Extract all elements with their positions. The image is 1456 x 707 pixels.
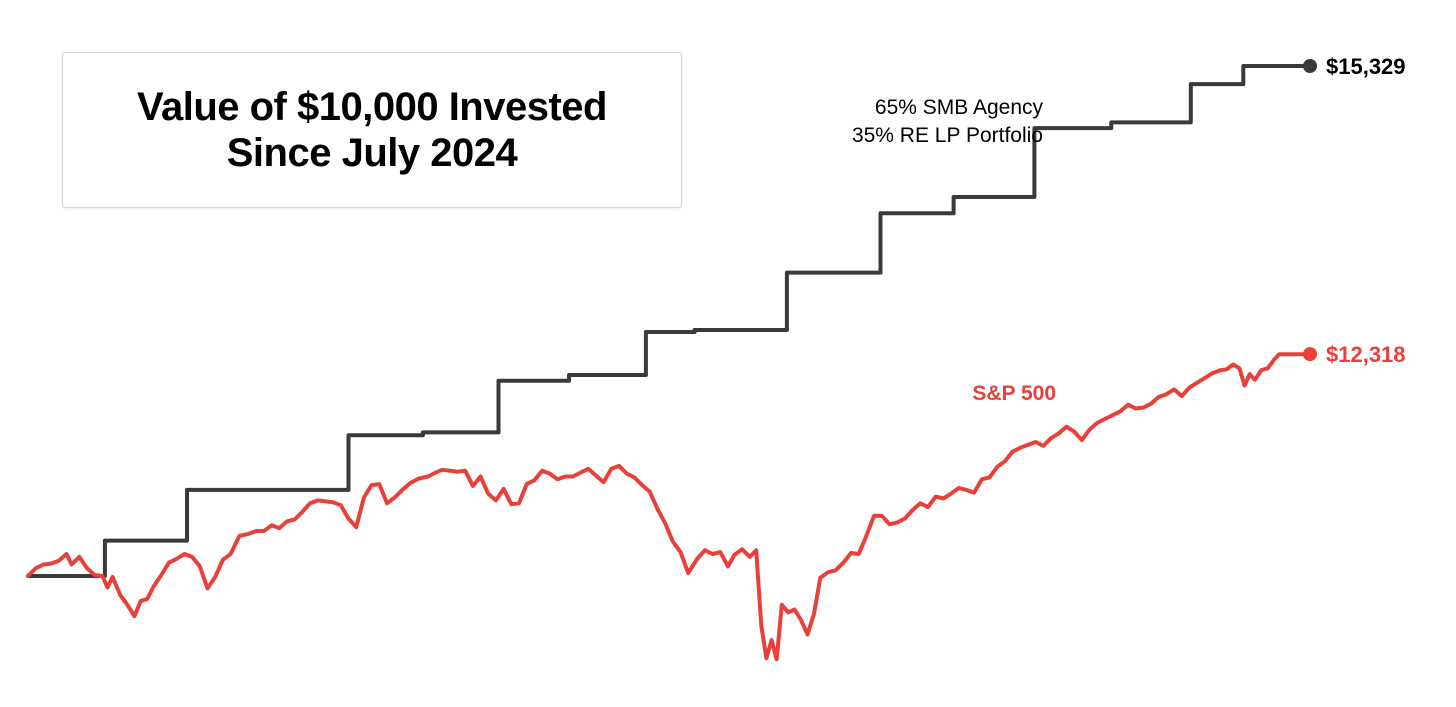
chart-title-box: Value of $10,000 Invested Since July 202… [62, 52, 682, 208]
series-line-1 [26, 352, 1312, 662]
series-end-point-0 [1303, 59, 1317, 73]
series-end-label-1: $12,318 [1326, 342, 1406, 367]
chart-title: Value of $10,000 Invested Since July 202… [137, 85, 607, 175]
series-end-point-1 [1303, 347, 1317, 362]
series-name-label-0: 65% SMB Agency 35% RE LP Portfolio [852, 96, 1044, 147]
series-end-label-0: $15,329 [1326, 54, 1406, 79]
series-line-0 [26, 64, 1312, 578]
series-name-label-1: S&P 500 [972, 382, 1056, 405]
